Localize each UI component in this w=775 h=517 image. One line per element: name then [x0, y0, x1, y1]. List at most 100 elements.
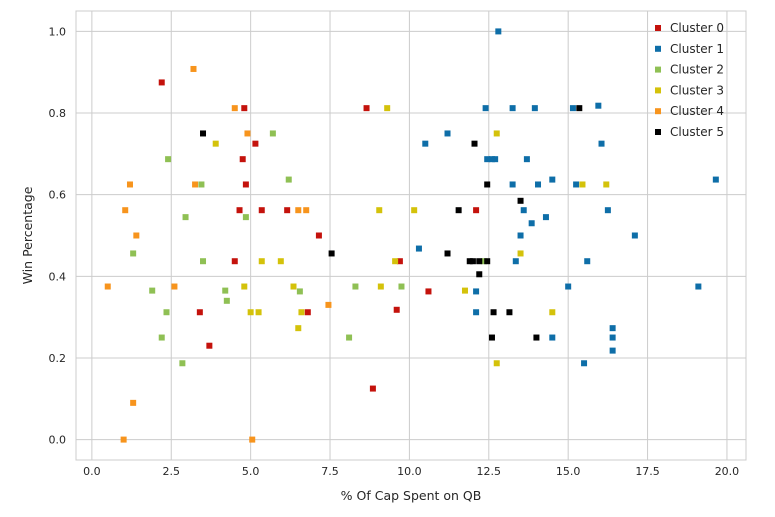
data-point	[473, 288, 480, 295]
legend-marker	[655, 66, 661, 73]
data-point	[231, 258, 238, 265]
x-tick-label: 7.5	[321, 465, 339, 478]
series-cluster-4	[104, 65, 332, 443]
data-point	[506, 309, 513, 316]
data-point	[517, 197, 524, 204]
data-point	[528, 220, 535, 227]
data-point	[258, 258, 265, 265]
data-point	[509, 181, 516, 188]
data-point	[415, 245, 422, 252]
y-tick-label: 0.2	[49, 352, 67, 365]
data-point	[493, 130, 500, 137]
series-cluster-3	[212, 105, 610, 367]
data-point	[179, 360, 186, 367]
data-point	[158, 79, 165, 86]
data-point	[490, 309, 497, 316]
data-point	[130, 250, 137, 257]
data-point	[295, 325, 302, 332]
data-point	[492, 156, 499, 163]
data-point	[212, 140, 219, 147]
legend-item: Cluster 5	[655, 125, 724, 139]
data-point	[425, 288, 432, 295]
series-cluster-2	[130, 130, 488, 367]
y-tick-label: 0.8	[49, 107, 67, 120]
data-point	[565, 283, 572, 290]
data-point	[549, 309, 556, 316]
data-point	[377, 283, 384, 290]
data-point	[190, 65, 197, 72]
y-tick-label: 0.4	[49, 270, 67, 283]
data-point	[609, 334, 616, 341]
data-point	[369, 385, 376, 392]
data-point	[241, 283, 248, 290]
data-points	[104, 28, 719, 443]
data-point	[304, 309, 311, 316]
data-point	[542, 214, 549, 221]
data-point	[206, 342, 213, 349]
data-point	[242, 181, 249, 188]
data-point	[484, 181, 491, 188]
data-point	[363, 105, 370, 112]
y-tick-label: 1.0	[49, 25, 67, 38]
data-point	[398, 283, 405, 290]
data-point	[290, 283, 297, 290]
data-point	[484, 258, 491, 265]
data-point	[609, 347, 616, 354]
data-point	[531, 105, 538, 112]
data-point	[455, 207, 462, 214]
data-point	[444, 250, 451, 257]
data-point	[285, 176, 292, 183]
data-point	[384, 105, 391, 112]
y-tick-labels: 0.0 0.2 0.4 0.6 0.8 1.0	[49, 25, 67, 446]
data-point	[376, 207, 383, 214]
data-point	[488, 156, 495, 163]
data-point	[481, 258, 488, 265]
data-point	[512, 258, 519, 265]
legend-marker	[655, 108, 661, 115]
data-point	[471, 140, 478, 147]
data-point	[315, 232, 322, 239]
data-point	[296, 288, 303, 295]
data-point	[249, 436, 256, 443]
x-tick-label: 2.5	[163, 465, 181, 478]
data-point	[171, 283, 178, 290]
data-point	[104, 283, 111, 290]
data-point	[584, 258, 591, 265]
legend-label: Cluster 3	[670, 83, 724, 97]
series-cluster-5	[200, 105, 583, 341]
legend-item: Cluster 4	[655, 104, 724, 118]
data-point	[631, 232, 638, 239]
data-point	[549, 334, 556, 341]
data-point	[573, 181, 580, 188]
x-tick-label: 0.0	[83, 465, 101, 478]
data-point	[569, 105, 576, 112]
data-point	[346, 334, 353, 341]
data-point	[158, 334, 165, 341]
data-point	[495, 28, 502, 35]
legend-label: Cluster 2	[670, 63, 724, 77]
data-point	[277, 258, 284, 265]
data-point	[244, 130, 251, 137]
data-point	[198, 181, 205, 188]
data-point	[295, 207, 302, 214]
legend-label: Cluster 4	[670, 104, 724, 118]
data-point	[579, 181, 586, 188]
data-point	[482, 105, 489, 112]
data-point	[241, 105, 248, 112]
data-point	[609, 325, 616, 332]
x-tick-labels: 0.0 2.5 5.0 7.5 10.0 12.5 15.0 17.5 20.0	[83, 465, 739, 478]
data-point	[476, 271, 483, 278]
data-point	[603, 181, 610, 188]
data-point	[476, 258, 483, 265]
y-tick-label: 0.6	[49, 189, 67, 202]
legend: Cluster 0 Cluster 1 Cluster 2 Cluster 3 Clus…	[655, 21, 724, 139]
legend-marker	[655, 129, 661, 135]
x-tick-label: 20.0	[715, 465, 740, 478]
data-point	[200, 258, 207, 265]
data-point	[149, 287, 156, 294]
data-point	[509, 105, 516, 112]
data-point	[222, 287, 229, 294]
data-point	[236, 207, 243, 214]
data-point	[576, 105, 583, 112]
